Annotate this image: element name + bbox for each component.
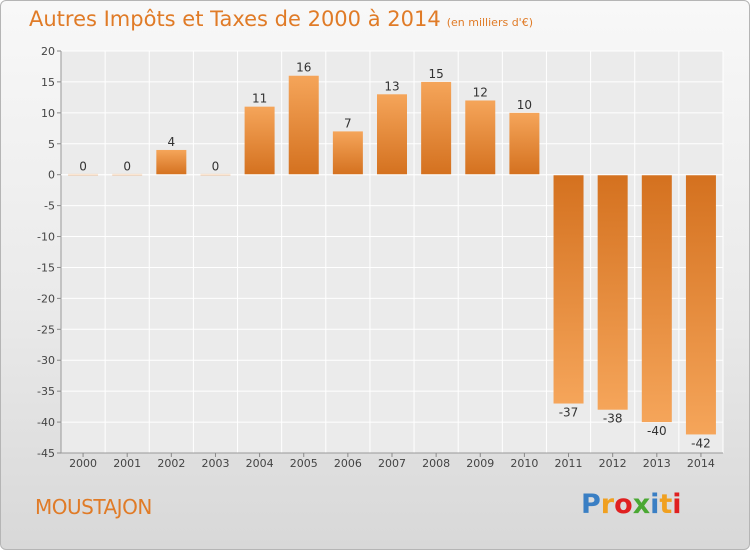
logo-letter: i [672, 489, 682, 520]
data-label: 15 [428, 67, 443, 81]
y-tick-label: 5 [48, 138, 55, 151]
data-label: 12 [473, 85, 488, 99]
x-tick-label: 2003 [201, 457, 229, 470]
bar [377, 94, 407, 175]
x-tick-label: 2008 [422, 457, 450, 470]
logo-letter: P [581, 489, 601, 520]
bar [553, 174, 584, 404]
y-tick-label: -15 [37, 261, 55, 274]
bar [641, 174, 672, 423]
data-label: 10 [517, 98, 532, 112]
x-tick-label: 2010 [510, 457, 538, 470]
y-tick-label: -35 [37, 385, 55, 398]
data-label: 0 [79, 160, 87, 174]
y-tick-label: -20 [37, 292, 55, 305]
x-tick-label: 2006 [334, 457, 362, 470]
bar [685, 174, 716, 435]
logo-letter: r [600, 489, 615, 520]
data-label: 7 [344, 116, 352, 130]
x-tick-label: 2000 [69, 457, 97, 470]
data-label: -40 [647, 424, 667, 438]
logo-letter: i [650, 489, 660, 520]
data-label: 0 [123, 160, 131, 174]
bar [244, 106, 275, 175]
data-label: 13 [384, 79, 399, 93]
x-tick-label: 2004 [246, 457, 274, 470]
y-tick-label: 20 [41, 45, 55, 58]
y-tick-label: -40 [37, 416, 55, 429]
bar [332, 131, 363, 175]
data-label: 4 [168, 135, 176, 149]
chart-subtitle: (en milliers d'€) [446, 16, 533, 29]
commune-name: MOUSTAJON [35, 495, 152, 519]
y-tick-label: 15 [41, 76, 55, 89]
bar [288, 75, 319, 175]
x-tick-label: 2005 [290, 457, 318, 470]
bar [509, 112, 540, 175]
x-tick-label: 2011 [555, 457, 583, 470]
chart-title-text: Autres Impôts et Taxes de 2000 à 2014 [29, 7, 441, 31]
bar [156, 149, 187, 175]
x-tick-label: 2009 [466, 457, 494, 470]
data-label: 0 [212, 160, 220, 174]
logo-letter: o [614, 489, 633, 520]
y-tick-label: -45 [37, 447, 55, 460]
proxiti-logo: Proxiti [581, 489, 682, 520]
y-tick-label: -5 [44, 200, 55, 213]
y-tick-label: -10 [37, 231, 55, 244]
data-label: -38 [603, 412, 623, 426]
data-label: -42 [691, 436, 711, 450]
x-tick-label: 2002 [157, 457, 185, 470]
x-tick-label: 2007 [378, 457, 406, 470]
y-tick-label: 10 [41, 107, 55, 120]
data-label: -37 [559, 406, 579, 420]
bar [421, 81, 452, 175]
x-tick-label: 2001 [113, 457, 141, 470]
x-tick-label: 2013 [643, 457, 671, 470]
logo-letter: t [659, 489, 673, 520]
bar [597, 174, 628, 410]
y-tick-label: 0 [48, 169, 55, 182]
y-tick-label: -25 [37, 323, 55, 336]
data-label: 16 [296, 61, 311, 75]
logo-letter: x [632, 489, 651, 520]
x-tick-label: 2012 [599, 457, 627, 470]
data-label: 11 [252, 92, 267, 106]
chart-title: Autres Impôts et Taxes de 2000 à 2014 (en… [29, 7, 533, 31]
x-tick-label: 2014 [687, 457, 715, 470]
bar [465, 100, 496, 175]
y-tick-label: -30 [37, 354, 55, 367]
